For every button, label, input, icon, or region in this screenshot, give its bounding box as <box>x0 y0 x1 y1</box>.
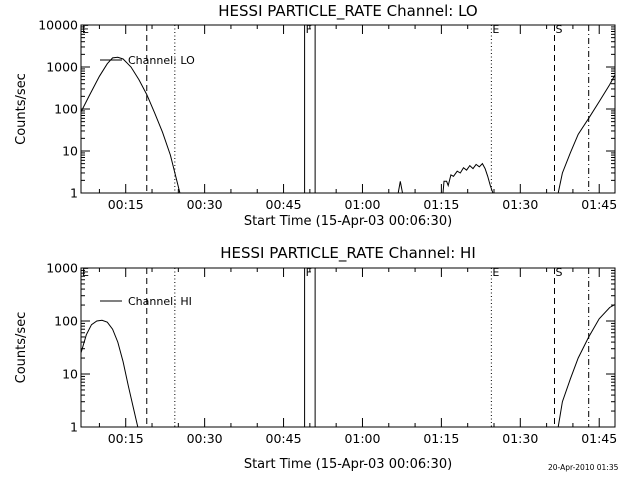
panel1-series-line <box>397 181 403 194</box>
panel1-series-line <box>557 74 616 194</box>
panel2-y-tick-label: 100 <box>54 314 78 329</box>
panel1-y-axis-label: Counts/sec <box>14 73 29 145</box>
panel1-series-line <box>442 162 494 194</box>
panel1-y-tick-label: 10 <box>62 144 78 159</box>
panel1-y-tick-label: 10000 <box>38 18 78 33</box>
panel1-plot-frame <box>80 24 616 194</box>
panel1-chart-title: HESSI PARTICLE_RATE Channel: LO <box>218 2 477 21</box>
panel2-event-marker-label: F <box>306 266 312 279</box>
panel2-y-tick-label: 1 <box>70 420 78 435</box>
panel1-y-tick-label: 1 <box>70 186 78 201</box>
panel2-event-marker-label: E <box>492 266 499 279</box>
panel1-y-tick-label: 1000 <box>46 60 78 75</box>
panel2-plot-frame <box>80 267 616 428</box>
panel1-legend-label: Channel: LO <box>128 54 195 67</box>
panel2-x-tick-label: 00:15 <box>108 431 144 446</box>
panel1-x-tick-label: 00:30 <box>187 197 223 212</box>
panel2-x-tick-label: 01:45 <box>581 431 617 446</box>
panel1-x-tick-label: 00:15 <box>108 197 144 212</box>
panel1-x-tick-label: 01:00 <box>344 197 380 212</box>
panel1-x-tick-label: 01:30 <box>502 197 538 212</box>
panel2-event-marker-label: E <box>82 266 89 279</box>
panel1-event-marker-label: E <box>82 23 89 36</box>
panel1-x-tick-label: 00:45 <box>266 197 302 212</box>
timestamp: 20-Apr-2010 01:35 <box>548 463 619 472</box>
panel2-y-tick-label: 1000 <box>46 261 78 276</box>
panel2-series-line <box>557 304 616 428</box>
panel1-x-axis-label: Start Time (15-Apr-03 00:06:30) <box>244 214 452 229</box>
panel1-x-tick-label: 01:45 <box>581 197 617 212</box>
panel1-x-tick-label: 01:15 <box>423 197 459 212</box>
panel1-event-marker-label: F <box>306 23 312 36</box>
panel1-y-tick-label: 100 <box>54 102 78 117</box>
panel2-y-tick-label: 10 <box>62 367 78 382</box>
panel2-x-tick-label: 00:30 <box>187 431 223 446</box>
panel2-x-tick-label: 01:15 <box>423 431 459 446</box>
panel2-x-axis-label: Start Time (15-Apr-03 00:06:30) <box>244 457 452 472</box>
panel2-event-marker-label: S <box>555 266 562 279</box>
panel2-x-tick-label: 01:30 <box>502 431 538 446</box>
panel2-chart-title: HESSI PARTICLE_RATE Channel: HI <box>220 244 476 263</box>
panel2-y-axis-label: Counts/sec <box>14 312 29 384</box>
panel1-series-line <box>80 56 181 194</box>
panel2-legend-label: Channel: HI <box>128 295 192 308</box>
panel2-x-tick-label: 00:45 <box>266 431 302 446</box>
panel2-x-tick-label: 01:00 <box>344 431 380 446</box>
panel1-event-marker-label: S <box>555 23 562 36</box>
panel1-event-marker-label: E <box>492 23 499 36</box>
panel2-series-line <box>80 319 139 428</box>
